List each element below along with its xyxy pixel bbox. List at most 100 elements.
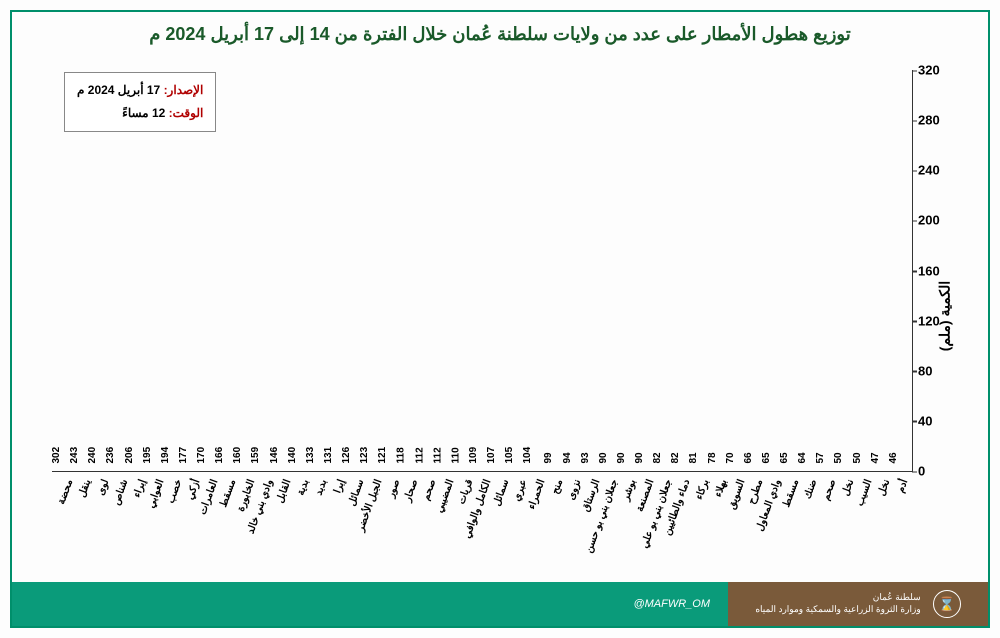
x-axis-label: نخل	[876, 478, 892, 498]
x-axis-label: أزكي	[185, 478, 202, 501]
x-axis-label: منح	[550, 478, 565, 496]
bar-value-label: 78	[707, 452, 718, 463]
y-tick-label: 0	[918, 464, 952, 479]
bar-value-label: 105	[504, 447, 515, 464]
x-axis-label: بدية	[296, 478, 312, 497]
bar-value-label: 94	[562, 452, 573, 463]
bar-value-label: 81	[688, 452, 699, 463]
x-axis-label: صحم	[421, 478, 439, 502]
x-axis-label: الحمراء	[527, 478, 548, 511]
bar-value-label: 146	[269, 447, 280, 464]
bar-value-label: 131	[323, 447, 334, 464]
x-axis-label: شناص	[110, 478, 129, 507]
x-axis-label: نزوى	[566, 478, 584, 501]
x-axis-label: خصب	[166, 478, 185, 505]
y-tick-label: 240	[918, 163, 952, 178]
y-tick-label: 200	[918, 213, 952, 228]
footer-social-block: @MAFWR_OM	[12, 582, 728, 626]
bar-value-label: 104	[522, 447, 533, 464]
y-tick-label: 320	[918, 63, 952, 78]
x-axis-label: بهلاء	[713, 478, 730, 499]
y-tick-label: 40	[918, 413, 952, 428]
bar-value-label: 70	[725, 452, 736, 463]
x-axis-label: مسقط	[781, 478, 801, 509]
bar-value-label: 170	[196, 447, 207, 464]
bar-value-label: 90	[598, 452, 609, 463]
x-axis-label: العامرات	[198, 478, 221, 516]
bar-value-label: 99	[543, 452, 554, 463]
bar-value-label: 65	[761, 452, 772, 463]
x-axis-label: المضيبي	[435, 478, 457, 514]
x-axis-label: ضنك	[803, 478, 820, 500]
x-axis-label: إبرا	[333, 478, 348, 495]
x-axis-label: أدم	[896, 478, 911, 494]
bar-value-label: 118	[396, 447, 407, 463]
x-axis-label: بوشر	[620, 478, 638, 502]
y-tick-label: 160	[918, 263, 952, 278]
x-axis-label: مطرح	[746, 478, 765, 506]
bar-value-label: 121	[377, 447, 388, 464]
bar-value-label: 240	[87, 447, 98, 464]
social-handle: @MAFWR_OM	[633, 598, 710, 610]
x-axis-label: السويق	[726, 478, 747, 511]
bar-value-label: 123	[359, 447, 370, 464]
footer-bar: ⌛ سلطنة عُمان وزارة الثروة الزراعية والس…	[12, 582, 988, 626]
bar-value-label: 57	[815, 452, 826, 463]
bar-value-label: 107	[486, 447, 497, 464]
bar-value-label: 140	[287, 447, 298, 464]
x-axis-label: سمائل	[346, 478, 366, 508]
x-axis-label: العوابي	[146, 478, 167, 510]
y-tick-label: 280	[918, 113, 952, 128]
x-axis-label: القابل	[275, 478, 294, 505]
bar-value-label: 206	[124, 447, 135, 464]
chart-frame: توزيع هطول الأمطار على عدد من ولايات سلط…	[10, 10, 990, 628]
bar-value-label: 109	[468, 447, 479, 464]
bar-value-label: 133	[305, 447, 316, 464]
y-tick-label: 120	[918, 313, 952, 328]
bar-value-label: 64	[797, 452, 808, 463]
x-axis-label: السيب	[855, 478, 875, 508]
x-axis-label: سمائل	[491, 478, 511, 508]
x-axis-label: عبري	[511, 478, 529, 503]
x-axis-label: صور	[386, 478, 403, 499]
bar-value-label: 46	[888, 452, 899, 463]
x-axis-label: صحم	[820, 478, 838, 502]
bar-value-label: 50	[833, 452, 844, 463]
bar-value-label: 110	[450, 447, 461, 463]
chart-area: الكمية (ملم) الإصدار: 17 أبريل 2024 م ال…	[42, 62, 958, 570]
bar-value-label: 66	[743, 452, 754, 463]
agency-name-line1: سلطنة عُمان	[755, 592, 920, 604]
bar-value-label: 236	[106, 447, 117, 464]
x-axis-label: مسقط	[219, 478, 239, 509]
bar-value-label: 50	[852, 452, 863, 463]
x-axis-label: نخل	[840, 478, 856, 498]
x-axis-label: إبراء	[131, 478, 148, 499]
x-axis-label: محضة	[56, 478, 75, 506]
bar-value-label: 177	[178, 447, 189, 464]
bar-value-label: 194	[160, 447, 171, 464]
bar-value-label: 82	[670, 452, 681, 463]
bar-value-label: 112	[414, 447, 425, 463]
x-axis-label: لوى	[96, 478, 112, 497]
bar-value-label: 166	[214, 447, 225, 464]
bar-value-label: 65	[779, 452, 790, 463]
x-axis-label: ينقل	[77, 478, 94, 499]
y-tick-label: 80	[918, 363, 952, 378]
footer-agency-block: ⌛ سلطنة عُمان وزارة الثروة الزراعية والس…	[728, 582, 988, 626]
bar-value-label: 90	[634, 452, 645, 463]
chart-title: توزيع هطول الأمطار على عدد من ولايات سلط…	[12, 12, 988, 51]
bar-value-label: 195	[142, 447, 153, 464]
agency-name-line2: وزارة الثروة الزراعية والسمكية وموارد ال…	[755, 604, 920, 616]
bar-value-label: 93	[580, 452, 591, 463]
bar-value-label: 243	[69, 447, 80, 464]
plot-region: 302 243 240 236 206 195 194 177 170 166 160 159 146 1…	[52, 70, 913, 472]
agency-logo-icon: ⌛	[933, 590, 961, 618]
x-axis-label: قريات	[456, 478, 475, 506]
x-axis-label: بركاء	[693, 478, 710, 501]
bar-value-label: 159	[251, 447, 262, 464]
x-axis-label: صحار	[402, 478, 420, 503]
bar-value-label: 160	[232, 447, 243, 464]
bar-value-label: 126	[341, 447, 352, 464]
bar-value-label: 112	[432, 447, 443, 463]
bar-value-label: 302	[51, 447, 62, 464]
